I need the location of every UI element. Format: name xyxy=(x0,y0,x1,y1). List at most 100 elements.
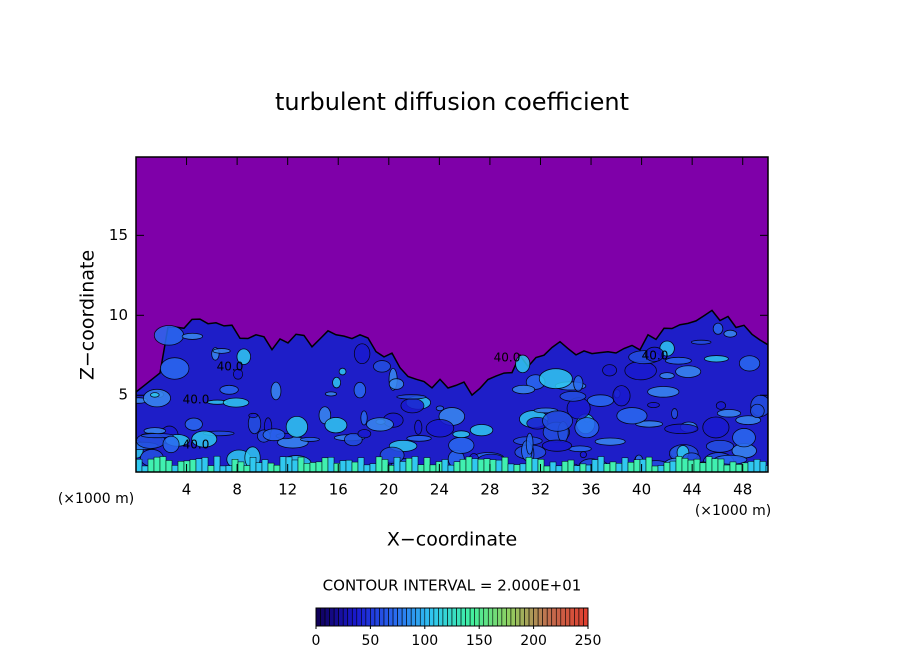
colorbar-cell xyxy=(383,607,389,627)
eddy xyxy=(612,385,631,407)
surface-layer xyxy=(267,462,275,472)
eddy xyxy=(705,439,735,453)
eddy xyxy=(723,329,738,338)
eddy xyxy=(594,437,626,446)
eddy xyxy=(150,392,160,398)
colorbar-cell xyxy=(347,607,353,627)
eddy xyxy=(574,417,600,439)
surface-layer xyxy=(153,456,161,472)
eddy xyxy=(541,439,573,452)
colorbar-cell xyxy=(351,607,358,627)
surface-layer xyxy=(567,459,575,472)
x-tick-label: 48 xyxy=(733,481,752,499)
x-axis-label: X−coordinate xyxy=(387,529,517,551)
eddy xyxy=(703,355,729,363)
colorbar-cell xyxy=(474,607,480,627)
eddy xyxy=(586,394,615,407)
surface-layer xyxy=(363,464,371,472)
surface-layer xyxy=(309,462,317,472)
colorbar-cell xyxy=(315,607,321,627)
colorbar-cell xyxy=(442,607,448,627)
colorbar-cell xyxy=(487,607,494,627)
surface-layer xyxy=(597,456,605,472)
colorbar-cell xyxy=(447,607,453,627)
x-tick-label: 44 xyxy=(683,481,702,499)
colorbar-cell xyxy=(506,607,512,627)
eddy xyxy=(644,346,665,362)
surface-layer xyxy=(417,464,425,472)
eddy xyxy=(357,429,372,439)
plot-frame xyxy=(135,156,769,473)
eddy xyxy=(140,433,174,439)
colorbar-cell xyxy=(401,607,407,627)
colorbar-cell xyxy=(569,607,575,627)
eddy xyxy=(671,408,679,420)
surface-layer xyxy=(381,459,389,472)
colorbar-cell xyxy=(370,607,376,627)
colorbar-cell xyxy=(379,607,385,627)
eddy xyxy=(181,332,203,340)
eddy xyxy=(285,415,309,438)
surface-layer xyxy=(723,464,731,472)
surface-layer xyxy=(657,465,665,472)
colorbar-cell xyxy=(574,607,580,627)
colorbar-cell xyxy=(492,607,498,627)
colorbar-cell xyxy=(451,607,457,627)
eddy xyxy=(366,417,394,432)
surface-layer xyxy=(495,459,503,472)
field: 40.0 40.0 40.0 40.0 40.0 xyxy=(136,157,768,472)
eddy xyxy=(233,368,244,380)
colorbar-cell xyxy=(519,607,525,627)
eddy xyxy=(750,403,765,419)
eddy xyxy=(324,391,338,397)
colorbar-cell xyxy=(392,607,398,627)
surface-layer xyxy=(699,462,707,472)
eddy xyxy=(732,428,756,448)
colorbar-cell xyxy=(546,607,553,627)
surface-layer xyxy=(249,457,257,472)
x-tick-label: 24 xyxy=(430,481,449,499)
surface-layer xyxy=(261,459,269,472)
eddy xyxy=(236,348,251,365)
y-axis-label: Z−coordinate xyxy=(77,250,99,380)
surface-layer xyxy=(687,459,695,472)
eddy xyxy=(579,451,587,459)
colorbar-cell xyxy=(433,607,439,627)
colorbar-tick-label: 0 xyxy=(312,633,321,649)
eddy xyxy=(140,471,146,472)
y-tick-label: 5 xyxy=(118,386,128,404)
colorbar-cell xyxy=(469,607,475,627)
eddy xyxy=(573,375,584,392)
eddy xyxy=(624,361,657,381)
colorbar-tick-label: 50 xyxy=(361,633,379,649)
surface-layer xyxy=(399,461,407,472)
eddy xyxy=(219,384,239,395)
surface-layer xyxy=(237,461,245,472)
surface-layer xyxy=(171,465,179,472)
surface-layer xyxy=(633,459,641,472)
colorbar-cell xyxy=(438,607,444,627)
eddy xyxy=(716,409,742,418)
eddy xyxy=(425,419,455,438)
eddy xyxy=(512,384,536,395)
colorbar-cell xyxy=(497,607,503,627)
surface-layer xyxy=(291,459,299,472)
colorbar-cell xyxy=(537,607,543,627)
colorbar-cell xyxy=(560,607,566,627)
surface-layer xyxy=(375,456,383,472)
contour-label: 40.0 xyxy=(494,351,521,365)
colorbar-cell xyxy=(388,607,394,627)
x-tick-label: 40 xyxy=(632,481,651,499)
colorbar-cell xyxy=(361,607,367,627)
colorbar-cell xyxy=(424,607,430,627)
surface-layer xyxy=(513,464,521,472)
eddy xyxy=(525,432,534,455)
colorbar-cell xyxy=(551,607,557,627)
colorbar-cell xyxy=(515,607,521,627)
eddy xyxy=(324,417,348,434)
colorbar-cell xyxy=(365,607,371,627)
eddy xyxy=(388,378,405,390)
eddy xyxy=(602,364,618,377)
surface-layer xyxy=(453,461,461,472)
